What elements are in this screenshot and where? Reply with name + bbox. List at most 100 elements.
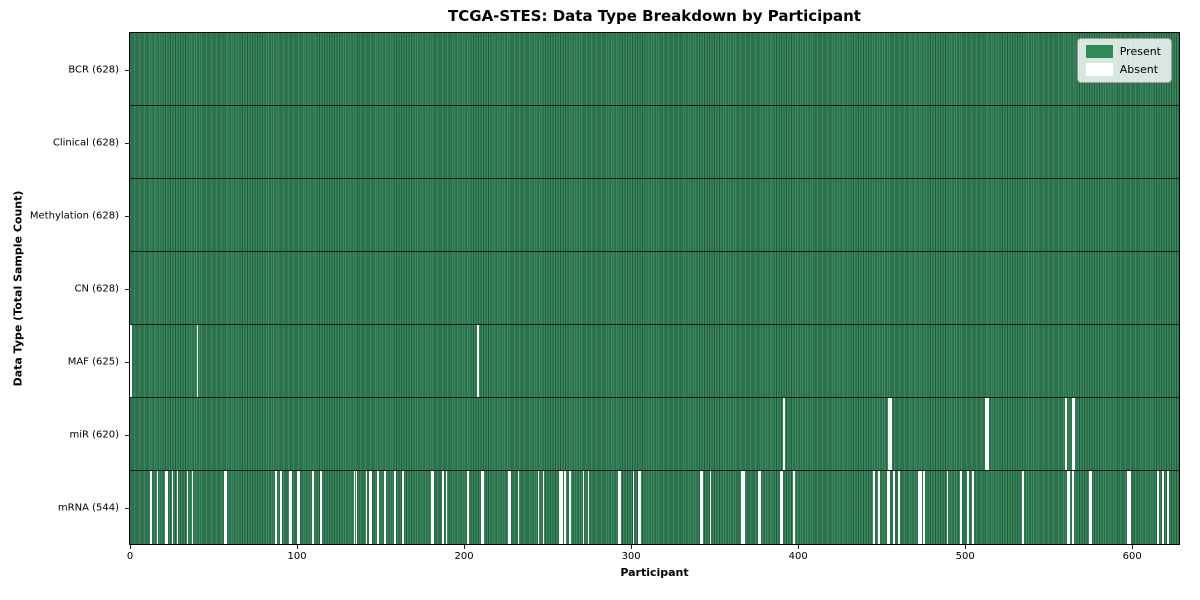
absent-stripe [632,471,635,544]
absent-stripe [130,325,132,397]
absent-stripe [559,471,561,544]
absent-stripe [637,471,640,544]
absent-stripe [509,471,511,544]
absent-stripe [223,471,226,544]
absent-stripe [971,471,974,544]
absent-stripe [1127,471,1129,544]
x-tick-label: 400 [788,551,808,562]
absent-stripe [759,471,762,544]
absent-stripe [946,471,949,544]
absent-stripe [368,471,371,544]
absent-stripe [986,398,989,470]
x-tick-mark [965,545,967,549]
absent-stripe [275,471,277,544]
x-axis-label: Participant [620,566,689,579]
absent-stripe [587,471,590,544]
absent-stripe [225,471,227,544]
x-tick-mark [297,545,299,549]
y-tick-mark [125,142,129,144]
absent-stripe [290,471,292,544]
y-tick-label: miR (620) [69,429,119,440]
absent-stripe [890,398,892,470]
absent-swatch-icon [1085,63,1113,76]
absent-stripe [156,471,159,544]
y-tick-mark [125,215,129,217]
absent-stripe [743,471,745,544]
absent-stripe [1088,471,1091,544]
legend: Present Absent [1076,38,1172,83]
absent-stripe [617,471,620,544]
absent-stripe [639,471,642,544]
y-tick-label: CN (628) [74,283,119,294]
absent-stripe [582,471,585,544]
x-tick-label: 0 [126,551,134,562]
x-tick-label: 600 [1122,551,1142,562]
absent-stripe [923,471,926,544]
heatmap-row-bcr [130,33,1179,106]
heatmap-row-mir [130,398,1179,471]
absent-stripe [393,471,396,544]
x-tick-mark [464,545,466,549]
absent-stripe [888,398,890,470]
absent-stripe [365,471,368,544]
legend-label-absent: Absent [1119,63,1159,76]
heatmap-row-mrna [130,471,1179,544]
absent-stripe [873,471,875,544]
absent-stripe [779,471,782,544]
absent-stripe [920,471,922,544]
absent-stripe [355,471,358,544]
absent-stripe [353,471,356,544]
absent-stripe [886,471,889,544]
chart-title: TCGA-STES: Data Type Breakdown by Partic… [448,7,861,25]
absent-stripe [477,325,480,397]
absent-stripe [442,471,445,544]
heatmap-row-methylation [130,179,1179,252]
absent-stripe [1072,398,1074,470]
absent-stripe [1065,398,1068,470]
y-tick-mark [125,361,129,363]
y-tick-mark [125,69,129,71]
absent-stripe [569,471,571,544]
y-tick-mark [125,434,129,436]
absent-stripe [542,471,545,544]
y-tick-label: Clinical (628) [52,137,119,148]
y-tick-mark [125,288,129,290]
absent-stripe [383,471,386,544]
absent-stripe [783,398,785,470]
absent-stripe [445,471,448,544]
legend-label-present: Present [1119,45,1161,58]
absent-stripe [288,471,291,544]
x-tick-mark [1132,545,1134,549]
heatmap-row-clinical [130,106,1179,179]
absent-stripe [960,471,962,544]
absent-stripe [312,471,314,544]
absent-stripe [171,471,174,544]
absent-stripe [893,471,896,544]
absent-stripe [709,471,712,544]
absent-stripe [878,471,880,544]
absent-stripe [1067,471,1069,544]
absent-stripe [1073,398,1076,470]
absent-stripe [298,471,301,544]
legend-entry-absent: Absent [1085,63,1161,76]
x-tick-label: 500 [955,551,975,562]
absent-stripe [1021,471,1024,544]
x-tick-label: 100 [287,551,307,562]
absent-stripe [1072,471,1074,544]
absent-stripe [793,471,795,544]
absent-stripe [985,398,987,470]
x-tick-mark [631,545,633,549]
absent-stripe [888,471,890,544]
absent-stripe [480,471,483,544]
absent-stripe [150,471,152,544]
y-tick-label: mRNA (544) [57,502,119,513]
y-tick-mark [125,507,129,509]
absent-stripe [560,471,563,544]
absent-stripe [966,471,969,544]
absent-stripe [1162,471,1164,544]
absent-stripe [402,471,404,544]
heatmap-row-maf [130,325,1179,398]
absent-stripe [467,471,470,544]
absent-stripe [377,471,379,544]
